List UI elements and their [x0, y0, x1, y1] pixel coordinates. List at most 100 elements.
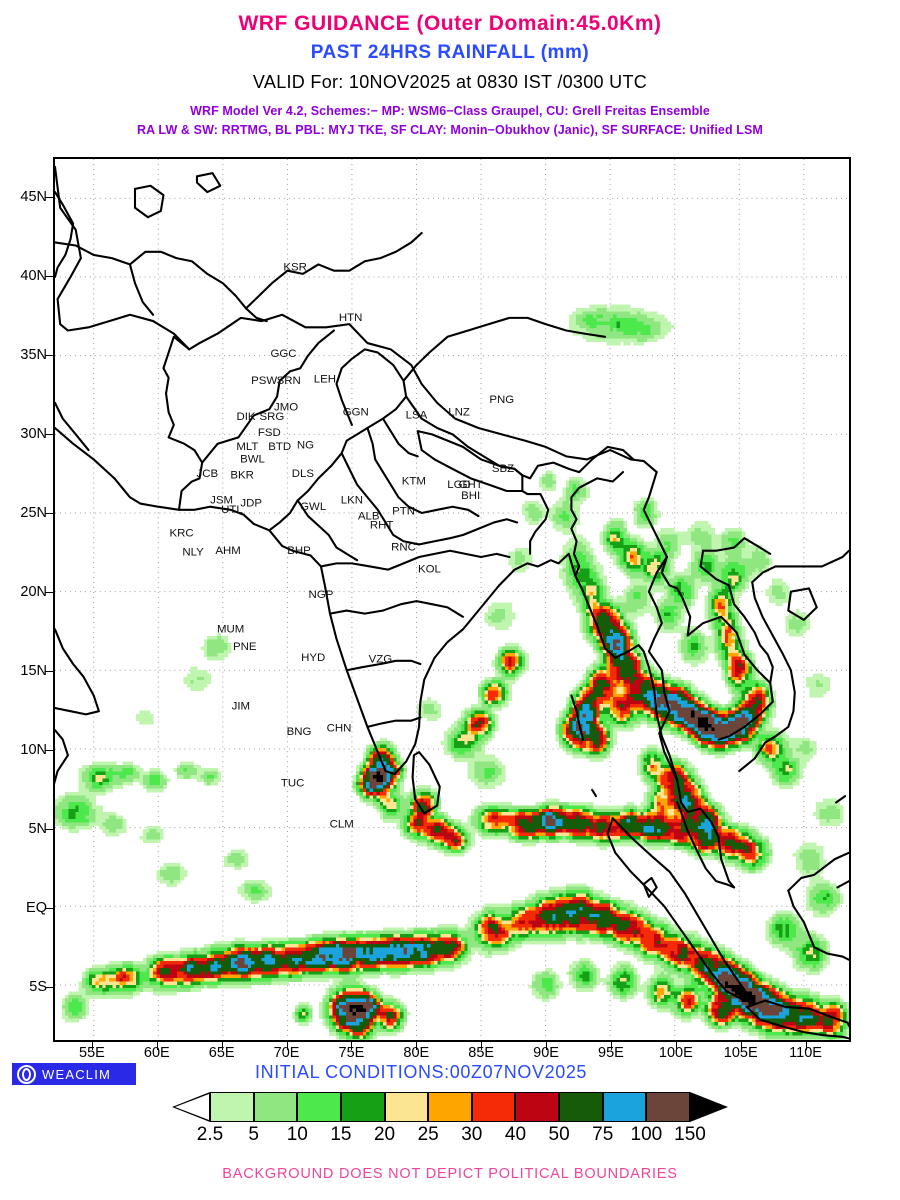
lon-tick-mark: [740, 1042, 742, 1050]
station-label: JIM: [232, 701, 250, 713]
station-label: AHM: [215, 545, 240, 557]
station-label: PSW: [251, 375, 277, 387]
colorbar-level-label: 75: [592, 1124, 614, 1145]
station-label: MLT: [236, 441, 258, 453]
lat-tick-mark: [45, 275, 53, 277]
initial-conditions-label: INITIAL CONDITIONS:00Z07NOV2025: [255, 1062, 588, 1082]
station-label: JCB: [197, 468, 219, 480]
lon-tick-mark: [221, 1042, 223, 1050]
lat-tick-mark: [45, 907, 53, 909]
colorbar-swatch[interactable]: [646, 1092, 690, 1122]
colorbar-level-label: 150: [674, 1124, 706, 1145]
station-label: LSA: [406, 410, 428, 422]
lon-tick-label: 85E: [468, 1045, 495, 1061]
station-label: SBZ: [492, 463, 514, 475]
lon-tick-label: 105E: [723, 1045, 758, 1061]
lat-tick-mark: [45, 670, 53, 672]
circle-logo-icon: [17, 1064, 36, 1084]
header-block: WRF GUIDANCE (Outer Domain:45.0Km) PAST …: [0, 0, 900, 137]
lon-tick-mark: [546, 1042, 548, 1050]
colorbar-level-label: 25: [417, 1124, 439, 1145]
station-label: ALB: [358, 510, 380, 522]
colorbar-swatch[interactable]: [340, 1092, 385, 1122]
colorbar-level-label: 30: [461, 1124, 483, 1145]
station-label: CHN: [327, 723, 352, 735]
colorbar-level-label: 10: [286, 1124, 308, 1145]
station-label: JDP: [240, 498, 262, 510]
lon-tick-label: 95E: [598, 1045, 624, 1061]
lon-tick-label: 80E: [403, 1045, 430, 1061]
station-label: LNZ: [448, 406, 470, 418]
colorbar-swatch[interactable]: [428, 1092, 472, 1122]
colorbar-swatch[interactable]: [253, 1092, 298, 1122]
station-label: PNE: [233, 641, 257, 653]
lon-tick-mark: [156, 1042, 158, 1050]
station-label: TUC: [281, 778, 305, 790]
station-label: NLY: [182, 546, 204, 558]
colorbar-level-label: 2.5: [196, 1124, 224, 1145]
lat-tick-label: 45N: [20, 188, 47, 205]
colorbar-level-label: 100: [630, 1124, 663, 1145]
lon-tick-label: 55E: [79, 1045, 105, 1061]
rainfall-map[interactable]: KSR HTN GGC PSW SRN LEH JMO GGN DIK SRG FSD MLT BTD N…: [20, 157, 851, 1061]
colorbar[interactable]: [172, 1092, 728, 1122]
lat-tick-mark: [45, 591, 53, 593]
colorbar-level-label: 15: [330, 1124, 352, 1145]
page-subtitle: PAST 24HRS RAINFALL (mm): [310, 42, 590, 63]
colorbar-swatch[interactable]: [297, 1092, 341, 1122]
station-label: GWL: [300, 501, 326, 513]
colorbar-swatch[interactable]: [384, 1092, 429, 1122]
lon-tick-mark: [481, 1042, 483, 1050]
lon-tick-label: 110E: [789, 1045, 822, 1061]
lon-tick-mark: [351, 1042, 353, 1050]
lon-tick-mark: [416, 1042, 418, 1050]
colorbar-tick-labels: 2.5 5 10 15 20 25 30 40 50 75 100 150: [172, 1124, 728, 1150]
schemes-line-1: WRF Model Ver 4.2, Schemes:− MP: WSM6−Cl…: [190, 104, 710, 118]
lat-tick-label: 5N: [28, 820, 47, 837]
lon-tick-label: 60E: [143, 1045, 170, 1061]
colorbar-level-label: 50: [548, 1124, 570, 1145]
colorbar-swatch[interactable]: [602, 1092, 647, 1122]
lon-tick-mark: [675, 1042, 677, 1050]
schemes-line-2: RA LW & SW: RRTMG, BL PBL: MYJ TKE, SF C…: [137, 123, 763, 137]
lat-tick-label: 5S: [29, 978, 47, 995]
station-label: UTL: [221, 504, 243, 516]
colorbar-swatch[interactable]: [559, 1092, 603, 1122]
colorbar-swatch[interactable]: [471, 1092, 516, 1122]
station-label: PNG: [489, 394, 514, 406]
lat-tick-label: 30N: [20, 425, 47, 442]
colorbar-level-label: 5: [248, 1124, 259, 1145]
station-label: KRC: [169, 528, 193, 540]
lat-tick-label: EQ: [26, 899, 47, 916]
station-label: BTD: [268, 441, 291, 453]
station-label: SRN: [277, 375, 301, 387]
lat-tick-label: 40N: [20, 267, 47, 284]
station-label: KSR: [283, 262, 307, 274]
lat-tick-mark: [45, 749, 53, 751]
lat-tick-label: 10N: [20, 741, 47, 758]
lat-tick-mark: [45, 433, 53, 435]
station-label: RHT: [370, 520, 394, 532]
station-label: MUM: [217, 624, 244, 636]
lat-tick-label: 15N: [20, 662, 47, 679]
station-label: RNC: [391, 542, 416, 554]
lat-tick-mark: [45, 986, 53, 988]
lat-tick-label: 25N: [20, 504, 47, 521]
station-label: KTM: [402, 476, 426, 488]
station-label: PTN: [392, 506, 415, 518]
station-label: BKR: [230, 469, 254, 481]
station-label: NGP: [309, 589, 334, 601]
colorbar-level-label: 40: [504, 1124, 527, 1145]
lon-tick-label: 65E: [208, 1045, 235, 1061]
lat-tick-label: 35N: [20, 346, 47, 363]
lat-tick-mark: [45, 512, 53, 514]
colorbar-swatch[interactable]: [210, 1092, 254, 1122]
colorbar-swatch[interactable]: [515, 1092, 560, 1122]
station-label: JSM: [210, 495, 233, 507]
station-label: VZG: [369, 653, 393, 665]
station-label: BHI: [461, 490, 480, 502]
lon-tick-mark: [286, 1042, 288, 1050]
lon-tick-label: 70E: [273, 1045, 300, 1061]
